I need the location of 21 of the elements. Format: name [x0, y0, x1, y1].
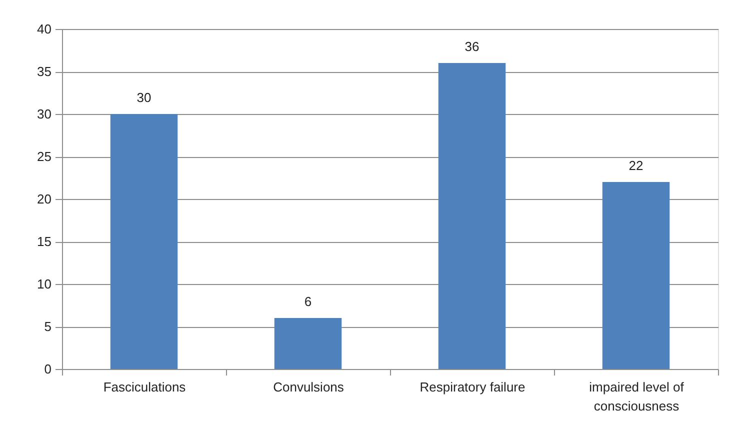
y-tick-label: 35 — [37, 64, 52, 79]
y-tick-label: 0 — [44, 362, 52, 376]
y-tick-label: 25 — [37, 149, 52, 164]
data-label: 22 — [628, 158, 644, 173]
x-tick-label: impaired level of consciousness — [589, 380, 684, 414]
y-tick-label: 10 — [37, 276, 52, 292]
x-tick-label: Fasciculations — [103, 380, 186, 394]
data-label: 36 — [464, 39, 480, 54]
bar — [602, 182, 670, 369]
y-tick-label: 5 — [44, 319, 52, 334]
x-tick-label: Respiratory failure — [420, 380, 526, 394]
bar — [274, 318, 342, 369]
data-label: 30 — [136, 90, 152, 105]
y-tick-label: 40 — [37, 22, 52, 36]
y-tick-label: 30 — [37, 106, 52, 122]
data-label: 6 — [304, 294, 312, 309]
y-tick-label: 15 — [37, 234, 52, 249]
y-tick-label: 20 — [37, 192, 52, 206]
bar — [438, 63, 506, 369]
bar — [110, 114, 178, 369]
x-tick-label: Convulsions — [273, 380, 344, 394]
